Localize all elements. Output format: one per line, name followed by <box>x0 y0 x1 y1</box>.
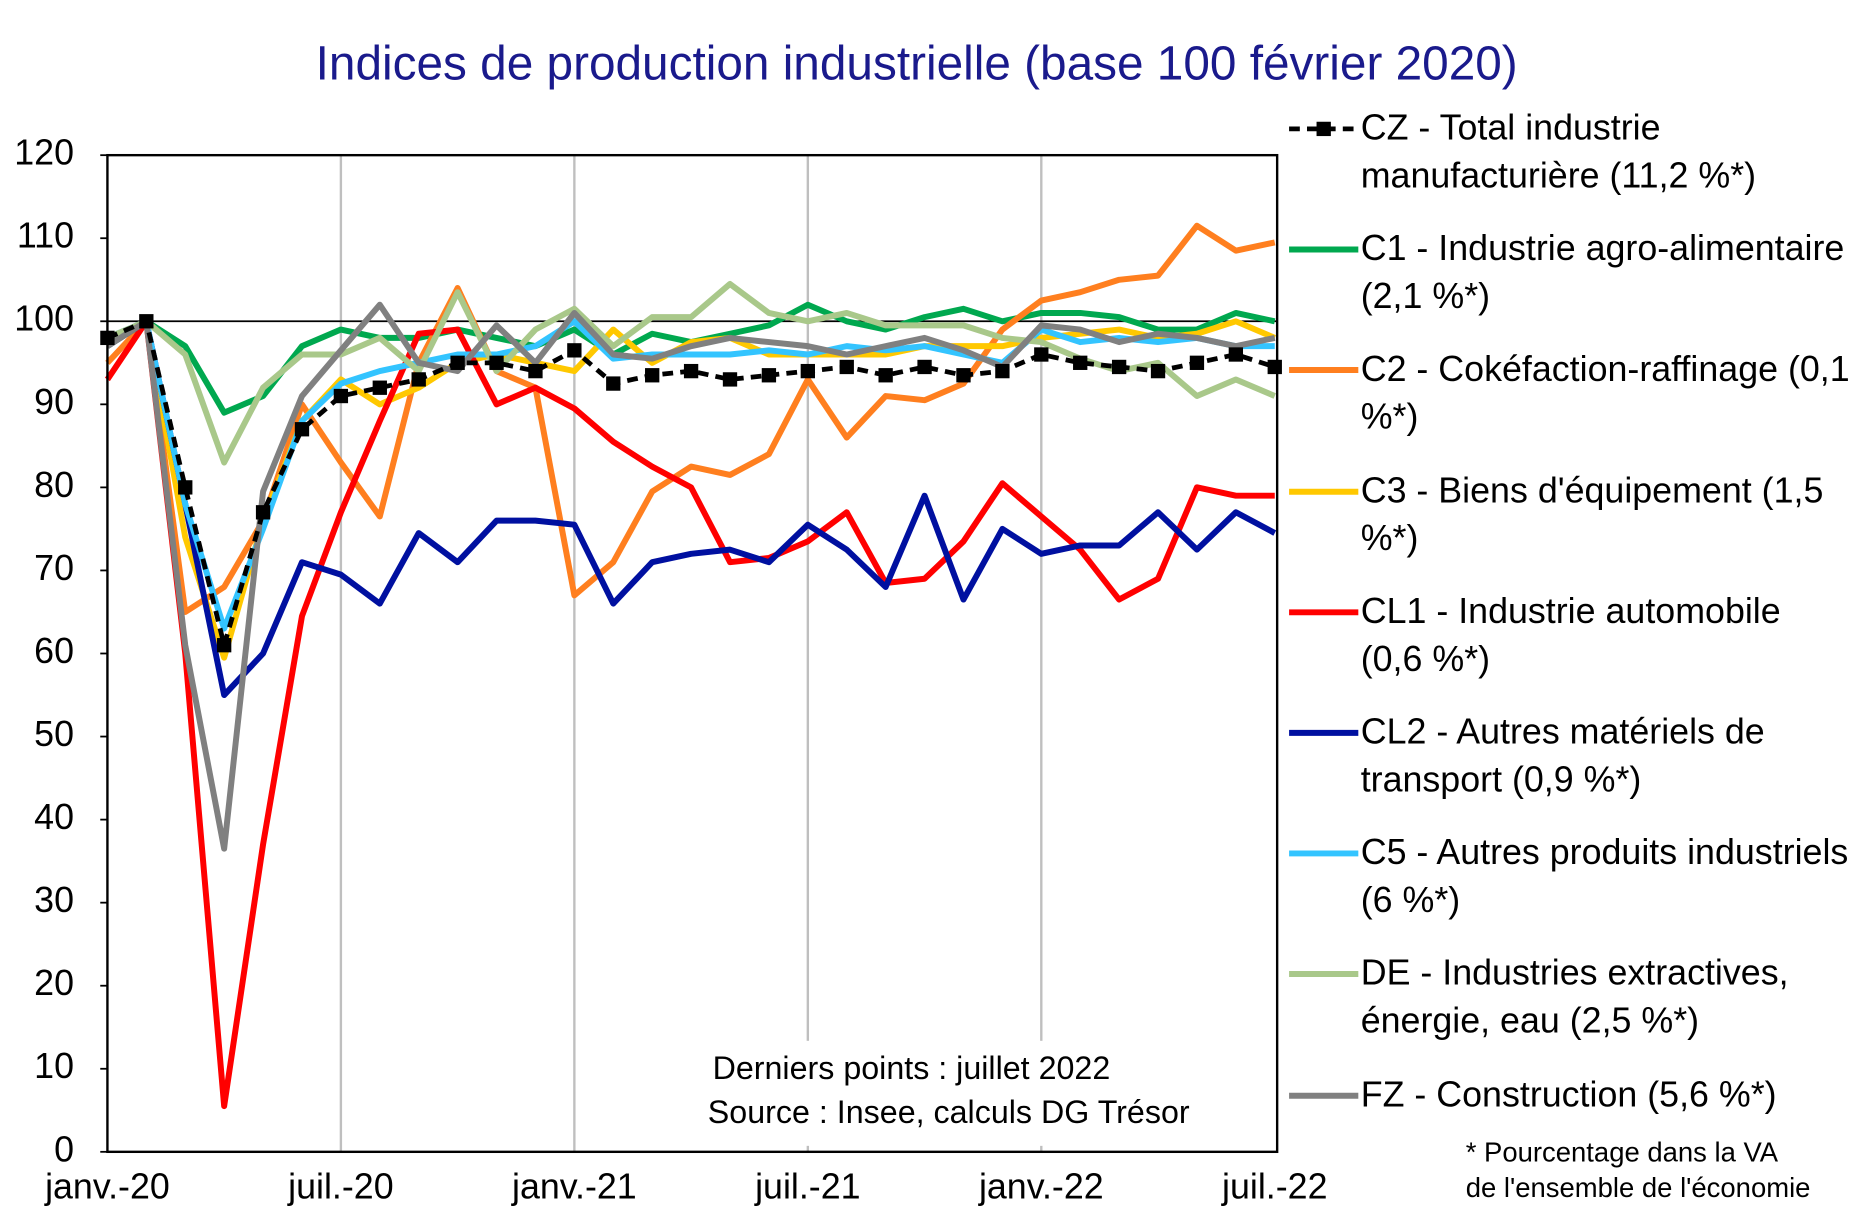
legend-label: C2 - Cokéfaction-raffinage (0,1 %*) <box>1360 350 1850 438</box>
x-tick-label: juil.-21 <box>754 1166 860 1206</box>
y-tick-label: 80 <box>34 465 74 505</box>
y-tick-label: 120 <box>14 133 74 173</box>
legend-label: DE - Industries extractives, énergie, ea… <box>1360 954 1789 1042</box>
data-point <box>489 355 504 370</box>
legend-swatch <box>1289 488 1359 495</box>
data-point <box>1228 347 1244 362</box>
y-tick-label: 40 <box>34 797 74 837</box>
data-point <box>1150 363 1166 379</box>
series-line <box>105 301 1276 852</box>
data-point <box>139 314 154 329</box>
data-point <box>333 388 349 404</box>
footnote: * Pourcentage dans la VA <box>1465 1136 1779 1168</box>
data-point <box>411 372 426 387</box>
legend-marker <box>1316 121 1331 137</box>
legend-swatch <box>1289 1092 1359 1099</box>
legend-swatch <box>1289 609 1359 616</box>
y-tick-label: 60 <box>34 631 74 671</box>
y-tick-label: 10 <box>34 1046 74 1086</box>
legend-label: FZ - Construction (5,6 %*) <box>1360 1074 1777 1115</box>
legend-swatch <box>1289 850 1359 857</box>
note: Derniers points : juillet 2022 <box>712 1050 1111 1087</box>
chart-title: Indices de production industrielle (base… <box>316 37 1518 90</box>
y-tick-label: 90 <box>34 382 74 422</box>
x-tick-label: janv.-22 <box>978 1166 1104 1206</box>
data-point <box>683 363 699 379</box>
data-point <box>528 363 543 379</box>
series-line <box>105 222 1276 615</box>
data-point <box>722 372 738 387</box>
series-line <box>106 318 1275 632</box>
data-point <box>761 368 777 383</box>
legend-label: C5 - Autres produits industriels (6 %*) <box>1360 833 1849 921</box>
data-point <box>839 359 854 375</box>
data-point <box>178 480 193 495</box>
y-tick-label: 0 <box>54 1129 74 1169</box>
data-point <box>606 376 621 391</box>
data-point <box>1073 355 1088 370</box>
data-point <box>917 359 932 375</box>
data-point <box>567 343 582 358</box>
y-tick-label: 100 <box>14 299 74 339</box>
legend-swatch <box>1289 246 1359 253</box>
x-tick-label: janv.-20 <box>44 1166 170 1206</box>
data-point <box>956 368 971 383</box>
y-tick-label: 50 <box>34 714 74 754</box>
legend-label: C1 - Industrie agro-alimentaire (2,1 %*) <box>1360 229 1845 317</box>
legend-swatch <box>1289 971 1359 978</box>
data-point <box>216 638 232 653</box>
y-tick-label: 30 <box>34 880 74 920</box>
y-tick-label: 70 <box>34 548 74 588</box>
legend-label: CL2 - Autres matériels de transport (0,9… <box>1360 712 1765 800</box>
plot-frame <box>106 153 1279 1154</box>
note-box <box>692 1040 1263 1146</box>
data-point <box>995 363 1010 379</box>
legend-swatch <box>1289 729 1359 736</box>
data-point <box>800 363 815 379</box>
legend-label: CZ - Total industrie manufacturière (11,… <box>1360 108 1757 196</box>
data-point <box>372 380 387 395</box>
data-point <box>294 422 310 437</box>
series-line <box>104 318 1275 1110</box>
data-point <box>1111 359 1127 375</box>
y-tick-label: 110 <box>17 216 74 256</box>
legend-swatch <box>1289 121 1359 137</box>
data-point <box>1034 347 1049 362</box>
data-point <box>255 505 271 520</box>
y-tick-label: 20 <box>34 963 74 1003</box>
legend-label: CL1 - Industrie automobile (0,6 %*) <box>1360 591 1781 679</box>
data-point <box>450 355 465 370</box>
x-tick-label: juil.-22 <box>1221 1166 1327 1206</box>
data-point <box>1189 355 1205 370</box>
data-point <box>878 368 893 383</box>
footnote: de l'ensemble de l'économie <box>1465 1172 1811 1204</box>
x-tick-label: janv.-21 <box>511 1166 637 1206</box>
series-line <box>105 318 1277 699</box>
x-tick-label: juil.-20 <box>287 1166 393 1206</box>
data-point <box>1267 359 1282 375</box>
legend-swatch <box>1289 367 1359 374</box>
data-point <box>645 368 660 383</box>
legend-label: C3 - Biens d'équipement (1,5 %*) <box>1360 470 1824 559</box>
note: Source : Insee, calculs DG Trésor <box>707 1094 1190 1131</box>
